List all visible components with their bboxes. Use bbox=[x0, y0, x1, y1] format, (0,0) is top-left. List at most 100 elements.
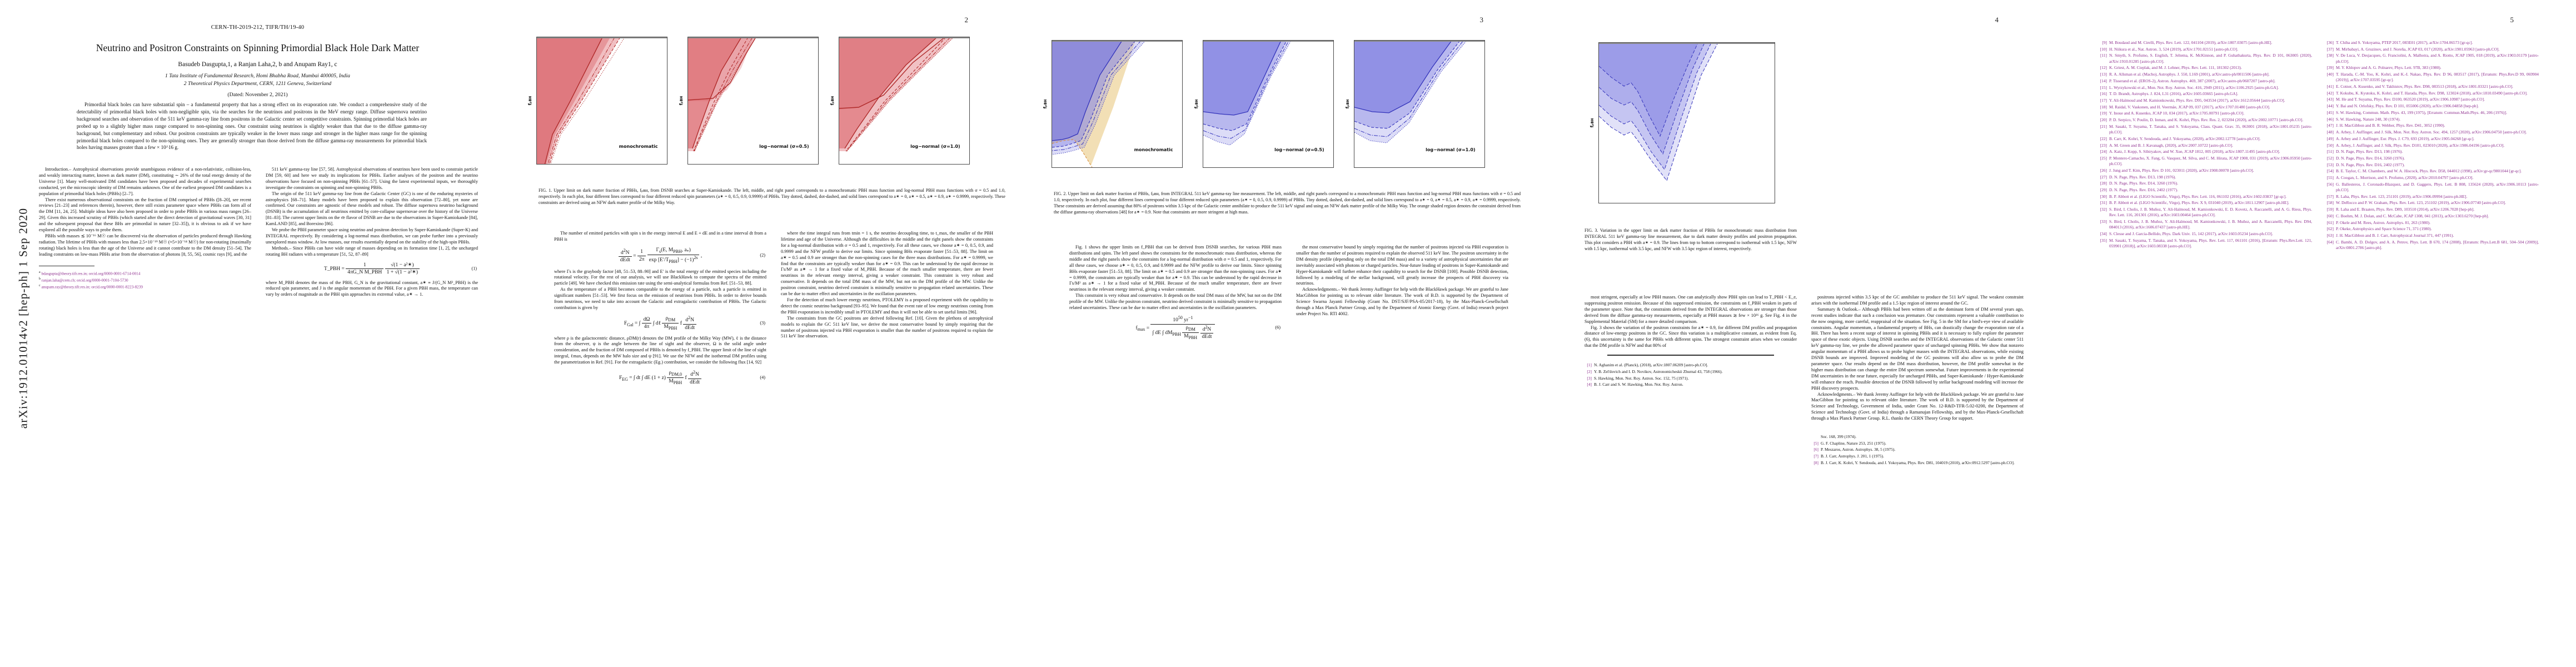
reference-number: [31] bbox=[2100, 200, 2107, 206]
page-number: 5 bbox=[2510, 16, 2514, 24]
reference-item[interactable]: [47] J. H. MacGibbon and B. R. Webber, Ph… bbox=[2326, 123, 2539, 128]
fig1-curves-2 bbox=[688, 37, 756, 152]
footnote-email-link[interactable]: bdasgupta@theory.tifr.res.in; orcid.org/… bbox=[41, 271, 141, 276]
reference-item[interactable]: [52] D. N. Page, Phys. Rev. D14, 3260 (19… bbox=[2326, 156, 2539, 161]
reference-item[interactable]: [2] Y. B. Zel'dovich and I. D. Novikov, A… bbox=[1587, 369, 1723, 374]
footnote-email-link[interactable]: ranjan.laha@cern.ch; orcid.org/0000-0001… bbox=[41, 278, 128, 283]
reference-item[interactable]: [43] M. He and T. Suyama, Phys. Rev. D100… bbox=[2326, 97, 2539, 102]
reference-item[interactable]: [39] M. Y. Khlopov and A. G. Polnarev, Ph… bbox=[2326, 65, 2539, 71]
reference-item[interactable]: [4] B. J. Carr and S. W. Hawking, Mon. No… bbox=[1587, 382, 1683, 387]
reference-item[interactable]: [46] S. W. Hawking, Nature 248, 30 (1974)… bbox=[2326, 117, 2539, 122]
reference-item[interactable]: [61] P. Okele and M. Rees, Astron. Astrop… bbox=[2326, 220, 2539, 226]
paragraph: We probe the PBH parameter space using n… bbox=[266, 227, 478, 245]
reference-item[interactable]: [32] S. Bird, I. Cholis, J. B. Muñoz, Y. … bbox=[2100, 207, 2312, 218]
reference-item[interactable]: [21] M. Sasaki, T. Suyama, T. Tanaka, and… bbox=[2100, 124, 2312, 135]
reference-item[interactable]: [18] M. Raidal, V. Vaskonen, and H. Veerm… bbox=[2100, 104, 2312, 110]
page-4-left-column: most stringent, especially at low PBH ma… bbox=[1585, 295, 1797, 467]
affiliations: 1 Tata Institute of Fundamental Research… bbox=[33, 72, 482, 88]
paragraph: positrons injected within 3.5 kpc of the… bbox=[1811, 295, 2024, 306]
reference-item[interactable]: [1] N. Aghanim et al. (Planck), (2018), a… bbox=[1587, 362, 1708, 368]
reference-item[interactable]: [24] A. Katz, J. Kopp, S. Sibiryakov, and… bbox=[2100, 149, 2312, 155]
reference-item[interactable]: [59] R. Laha and E. Braaten, Phys. Rev. D… bbox=[2326, 207, 2539, 212]
reference-text: S. Clesse and J. Garcia-Bellido, Phys. D… bbox=[2109, 231, 2273, 237]
reference-item[interactable]: [30] B. P. Abbott et al. (LIGO Scientific… bbox=[2100, 194, 2312, 200]
reference-item[interactable]: [54] B. E. Taylor, C. M. Chambers, and W.… bbox=[2326, 168, 2539, 174]
reference-item[interactable]: [3] S. Hawking, Mon. Not. Roy. Astron. So… bbox=[1587, 375, 1689, 381]
page-1-right-column: 511 keV gamma-ray line [57, 58]. Astroph… bbox=[266, 167, 478, 298]
reference-item[interactable]: [5] G. F. Chapline, Nature 253, 251 (1975… bbox=[1813, 440, 1886, 446]
reference-item[interactable]: [41] E. Cotner, A. Kusenko, and V. Takhis… bbox=[2326, 84, 2539, 89]
paragraph: Summary & Outlook.– Although PBHs had be… bbox=[1811, 306, 2024, 391]
paragraph: The constraints from the GC positrons ar… bbox=[781, 315, 993, 339]
reference-item[interactable]: [19] Y. Inoue and A. Kusenko, JCAP 10, 03… bbox=[2100, 111, 2312, 116]
reference-text: Y. Inoue and A. Kusenko, JCAP 10, 034 (2… bbox=[2109, 111, 2245, 116]
reference-item[interactable]: [60] C. Boehm, M. J. Dolan, and C. McCabe… bbox=[2326, 213, 2539, 219]
reference-item[interactable]: [29] D. N. Page, Phys. Rev. D16, 2402 (19… bbox=[2100, 187, 2312, 193]
reference-item[interactable]: [13] R. A. Allsman et al. (Macho), Astrop… bbox=[2100, 72, 2312, 77]
reference-item[interactable]: [26] J. Jung and T. Kim, Phys. Rev. D 101… bbox=[2100, 168, 2312, 173]
reference-item[interactable]: [12] K. Griest, A. M. Cieplak, and M. J. … bbox=[2100, 65, 2312, 71]
reference-item[interactable]: [44] Y. Bai and N. Orlofsky, Phys. Rev. D… bbox=[2326, 103, 2539, 109]
fig2-curves-1 bbox=[1052, 41, 1146, 167]
fig1-panel-label: log−normal (σ=1.0) bbox=[910, 143, 960, 149]
page-1-left-column: Introduction.– Astrophysical observation… bbox=[39, 167, 251, 298]
reference-item[interactable]: [40] T. Harada, C.-M. Yoo, K. Kohri, and … bbox=[2326, 72, 2539, 83]
reference-item[interactable]: [55] A. Coogan, L. Morrison, and S. Profu… bbox=[2326, 175, 2539, 181]
reference-item[interactable]: [64] C. Bambi, A. D. Dolgov, and A. A. Pe… bbox=[2326, 240, 2539, 251]
reference-item[interactable]: [27] D. N. Page, Phys. Rev. D13, 198 (197… bbox=[2100, 175, 2312, 180]
reference-item[interactable]: [34] S. Clesse and J. Garcia-Bellido, Phy… bbox=[2100, 231, 2312, 237]
reference-text: D. N. Page, Phys. Rev. D16, 2402 (1977). bbox=[2336, 162, 2405, 167]
reference-number: [57] bbox=[2326, 193, 2334, 199]
reference-item[interactable]: [16] T. D. Brandt, Astrophys. J. 824, L31… bbox=[2100, 91, 2312, 97]
reference-text: S. Bird, I. Cholis, J. B. Muñoz, Y. Ali-… bbox=[2109, 207, 2312, 218]
reference-item[interactable]: [8] B. J. Carr, K. Kohri, Y. Sendouda, an… bbox=[1813, 460, 2015, 465]
reference-item[interactable]: [56] G. Ballesteros, J. Coronado-Blazquez… bbox=[2326, 182, 2539, 193]
reference-item[interactable]: [28] D. N. Page, Phys. Rev. D14, 3260 (19… bbox=[2100, 181, 2312, 186]
reference-item[interactable]: [23] A. M. Green and B. J. Kavanagh, (202… bbox=[2100, 143, 2312, 148]
reference-item[interactable]: Soc. 168, 399 (1974). bbox=[1821, 434, 1857, 440]
reference-item[interactable]: [37] M. Mirbabayi, A. Gruzinov, and J. No… bbox=[2326, 47, 2539, 52]
reference-text: T. Kokubu, K. Kyutoku, K. Kohri, and T. … bbox=[2336, 90, 2528, 96]
reference-item[interactable]: [50] A. Arbey, J. Auffinger, and J. Silk,… bbox=[2326, 143, 2539, 148]
reference-item[interactable]: [25] P. Montero-Camacho, X. Fang, G. Vasq… bbox=[2100, 156, 2312, 167]
reference-text: C. Boehm, M. J. Dolan, and C. McCabe, JC… bbox=[2336, 213, 2489, 218]
reference-item[interactable]: [22] B. Carr, K. Kohri, Y. Sendouda, and … bbox=[2100, 136, 2312, 142]
reference-item[interactable]: [17] Y. Ali-Haïmoud and M. Kamionkowski, … bbox=[2100, 98, 2312, 103]
reference-item[interactable]: [33] S. Bird, I. Cholis, J. B. Muñoz, Y. … bbox=[2100, 219, 2312, 230]
reference-item[interactable]: [49] A. Arbey and J. Auffinger, Eur. Phys… bbox=[2326, 136, 2539, 142]
fig3-curves bbox=[1599, 43, 1718, 182]
reference-item[interactable]: [53] D. N. Page, Phys. Rev. D16, 2402 (19… bbox=[2326, 162, 2539, 168]
reference-number: [61] bbox=[2326, 220, 2334, 225]
reference-number: [27] bbox=[2100, 174, 2107, 180]
reference-item[interactable]: [57] R. Laha, Phys. Rev. Lett. 123, 25110… bbox=[2326, 194, 2539, 200]
reference-item[interactable]: [10] H. Niikura et al., Nat. Astron. 3, 5… bbox=[2100, 47, 2312, 52]
reference-item[interactable]: [36] T. Chiba and S. Yokoyama, PTEP 2017,… bbox=[2326, 40, 2539, 46]
equation-2-number: (2) bbox=[760, 252, 765, 258]
fig1-curves-1 bbox=[537, 37, 625, 164]
reference-item[interactable]: [7] B. J. Carr, Astrophys. J. 201, 1 (197… bbox=[1813, 454, 1884, 459]
reference-item[interactable]: [42] T. Kokubu, K. Kyutoku, K. Kohri, and… bbox=[2326, 91, 2539, 96]
reference-item[interactable]: [48] A. Arbey, J. Auffinger, and J. Silk,… bbox=[2326, 130, 2539, 135]
reference-item[interactable]: [45] S. W. Hawking, Commun. Math. Phys. 4… bbox=[2326, 110, 2539, 116]
reference-item[interactable]: [35] M. Sasaki, T. Suyama, T. Tanaka, and… bbox=[2100, 238, 2312, 249]
reference-item[interactable]: [14] P. Tisserand et al. (EROS-2), Astron… bbox=[2100, 78, 2312, 84]
reference-item[interactable]: [11] N. Smyth, S. Profumo, S. English, T.… bbox=[2100, 53, 2312, 64]
reference-text: T. D. Brandt, Astrophys. J. 824, L31 (20… bbox=[2109, 91, 2239, 97]
reference-item[interactable]: [51] D. N. Page, Phys. Rev. D13, 198 (197… bbox=[2326, 149, 2539, 155]
reference-item[interactable]: [9] M. Boudaud and M. Cirelli, Phys. Rev.… bbox=[2100, 40, 2312, 46]
reference-item[interactable]: [20] P. D. Serpico, V. Poulin, D. Inman, … bbox=[2100, 117, 2312, 123]
reference-text: W. DeRocco and P. W. Graham, Phys. Rev. … bbox=[2336, 200, 2506, 206]
reference-item[interactable]: [58] W. DeRocco and P. W. Graham, Phys. R… bbox=[2326, 200, 2539, 206]
reference-item[interactable]: [31] B. P. Abbott et al. (LIGO Scientific… bbox=[2100, 200, 2312, 206]
reference-item[interactable]: [6] P. Meszaros, Astron. Astrophys. 38, 5… bbox=[1813, 447, 1896, 452]
reference-text: R. Laha and E. Braaten, Phys. Rev. D89, … bbox=[2336, 207, 2475, 212]
reference-item[interactable]: [15] L. Wyrzykowski et al., Mon. Not. Roy… bbox=[2100, 85, 2312, 91]
footnote-mark: a bbox=[39, 270, 41, 274]
reference-item[interactable]: [38] V. De Luca, V. Desjacques, G. Franci… bbox=[2326, 53, 2539, 64]
reference-number: [36] bbox=[2326, 40, 2334, 45]
reference-item[interactable]: [62] P. Okeke, Astrophysics and Space Sci… bbox=[2326, 226, 2539, 232]
reference-item[interactable]: [63] J. H. MacGibbon and B. J. Carr, Astr… bbox=[2326, 233, 2539, 238]
page-5: 5 [9] M. Boudaud and M. Cirelli, Phys. Re… bbox=[2061, 0, 2576, 667]
footnote-email-link[interactable]: anupam.ray@theory.tifr.res.in; orcid.org… bbox=[41, 285, 143, 290]
paragraph: where M_PBH denotes the mass of the PBH,… bbox=[266, 280, 478, 297]
